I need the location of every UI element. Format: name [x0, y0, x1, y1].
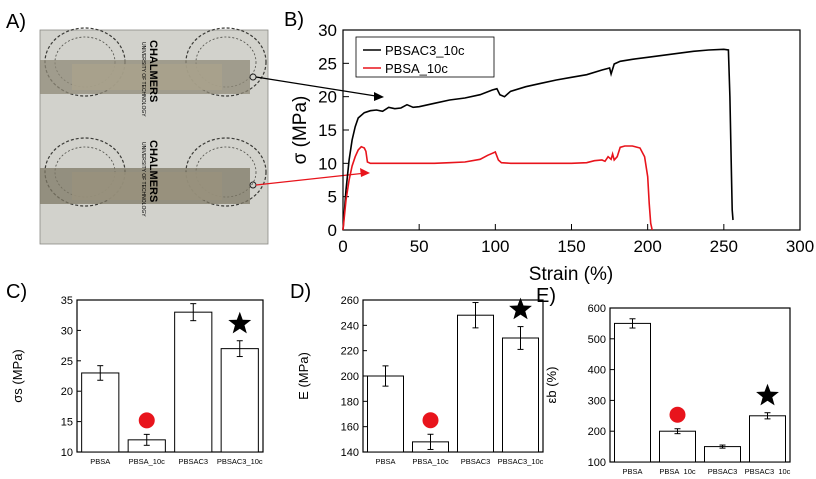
significance-dot: [422, 412, 439, 429]
bar-PBSA: [367, 375, 404, 453]
bar-PBSAC3_10c: [749, 415, 786, 463]
y-tick-label: 35: [61, 295, 73, 307]
specimen-photo: CHALMERS UNIVERSITY OF TECHNOLOGY CHALME…: [39, 27, 269, 245]
panel-letter-e: E): [536, 285, 556, 307]
significance-dot: [138, 412, 155, 429]
y-tick-label: 30: [318, 21, 337, 40]
specimen-bottom: [40, 168, 250, 204]
bar-PBSA: [614, 322, 651, 463]
specimen-top: [40, 60, 250, 94]
legend-label: PBSA_10c: [385, 61, 448, 76]
legend: PBSAC3_10c PBSA_10c: [355, 36, 495, 78]
bar-chart-c: 10 15 20 25 30 35 σs (MPa) PBSA PBSA_10c PBSAC3 PB…: [10, 295, 264, 466]
x-tick-label: PBSAC3: [708, 467, 738, 474]
significance-star: [509, 297, 532, 320]
y-tick-label: 100: [588, 457, 606, 469]
x-axis-label: Strain (%): [529, 264, 613, 285]
bar-PBSAC3: [174, 311, 213, 453]
y-tick-label: 260: [341, 295, 359, 307]
y-tick-label: 15: [61, 417, 73, 429]
series-line-PBSAC3_10c: [342, 48, 734, 231]
y-tick-label: 10: [61, 447, 73, 459]
x-tick-label: 300: [786, 237, 814, 256]
x-tick-label: PBSA_10c: [412, 457, 449, 466]
x-tick-label: PBSA_10c: [129, 457, 166, 466]
bar-PBSAC3: [704, 446, 741, 463]
bar-chart-e: 100 200 300 400 500 600 εb (%) PBSA PBSA_10c PBSA…: [544, 303, 791, 476]
x-tick-label: 250: [710, 237, 738, 256]
bar-PBSAC3_10c: [220, 348, 259, 453]
y-tick-label: 30: [61, 325, 73, 337]
significance-dot: [669, 406, 686, 423]
plot-frame: [609, 307, 791, 463]
y-tick-label: 160: [341, 422, 359, 434]
bar-PBSA_10c: [659, 430, 696, 463]
y-tick-label: 25: [61, 356, 73, 368]
bar-PBSA: [81, 372, 120, 453]
y-tick-label: 300: [588, 395, 606, 407]
x-tick-label: PBSAC3_10c: [217, 457, 263, 466]
bar-chart-d: 140 160 180 200 220 240 260 E (MPa) PBSA PBSA_10c…: [296, 295, 544, 466]
significance-star: [756, 383, 779, 406]
logo-text-bottom: CHALMERS: [147, 140, 159, 202]
y-tick-label: 15: [318, 121, 337, 140]
y-tick-label: 5: [328, 188, 337, 207]
y-axis-label: E (MPa): [296, 352, 311, 400]
x-tick-label: PBSAC3: [178, 457, 208, 466]
x-tick-label: 0: [338, 237, 347, 256]
stress-strain-chart: 0 50 100 150 200 250 300 0 5 10 15 20 25 30 Strain (%)…: [290, 21, 814, 285]
x-tick-label: 50: [410, 237, 429, 256]
y-tick-label: 220: [341, 346, 359, 358]
y-tick-label: 20: [61, 386, 73, 398]
legend-label: PBSAC3_10c: [385, 43, 465, 58]
x-tick-label: 150: [557, 237, 585, 256]
x-tick-label: PBSA: [90, 457, 110, 466]
y-tick-label: 500: [588, 334, 606, 346]
panel-letter-b: B): [284, 9, 304, 31]
legend-box: [355, 36, 495, 78]
x-tick-label: 200: [633, 237, 661, 256]
panel-letter-c: C): [6, 281, 27, 303]
plot-frame: [76, 299, 264, 453]
panel-letter-a: A): [6, 11, 26, 33]
y-axis-label: εb (%): [544, 367, 559, 404]
x-tick-label: PBSAC3_10c: [498, 457, 544, 466]
y-axis-label: σ (MPa): [290, 96, 311, 165]
x-tick-label: 100: [481, 237, 509, 256]
panel-letter-d: D): [290, 281, 311, 303]
x-tick-label: PBSA: [375, 457, 395, 466]
x-tick-label: PBSAC3: [461, 457, 491, 466]
x-tick-label: PBSA: [622, 467, 642, 474]
logo-text-top: CHALMERS: [147, 40, 159, 102]
logo-subtext-bottom: UNIVERSITY OF TECHNOLOGY: [140, 142, 146, 217]
y-tick-label: 180: [341, 396, 359, 408]
y-tick-label: 140: [341, 447, 359, 459]
y-tick-label: 400: [588, 365, 606, 377]
x-tick-label: PBSAC3_10c: [745, 467, 791, 474]
seal-ornament: [195, 146, 257, 198]
logo-subtext-top: UNIVERSITY OF TECHNOLOGY: [140, 42, 146, 117]
bar-PBSAC3_10c: [502, 337, 539, 453]
y-tick-label: 200: [588, 426, 606, 438]
series-line-PBSA_10c: [342, 145, 653, 231]
y-tick-label: 0: [328, 221, 337, 240]
seal-ornament: [195, 36, 257, 88]
y-tick-label: 25: [318, 54, 337, 73]
y-tick-label: 10: [318, 154, 337, 173]
y-tick-label: 600: [588, 303, 606, 315]
bar-PBSAC3: [457, 314, 494, 453]
y-tick-label: 20: [318, 88, 337, 107]
significance-star: [228, 311, 252, 334]
y-axis-label: σs (MPa): [10, 349, 25, 403]
y-tick-label: 240: [341, 320, 359, 332]
x-tick-label: PBSA_10c: [659, 467, 696, 474]
y-tick-label: 200: [341, 371, 359, 383]
